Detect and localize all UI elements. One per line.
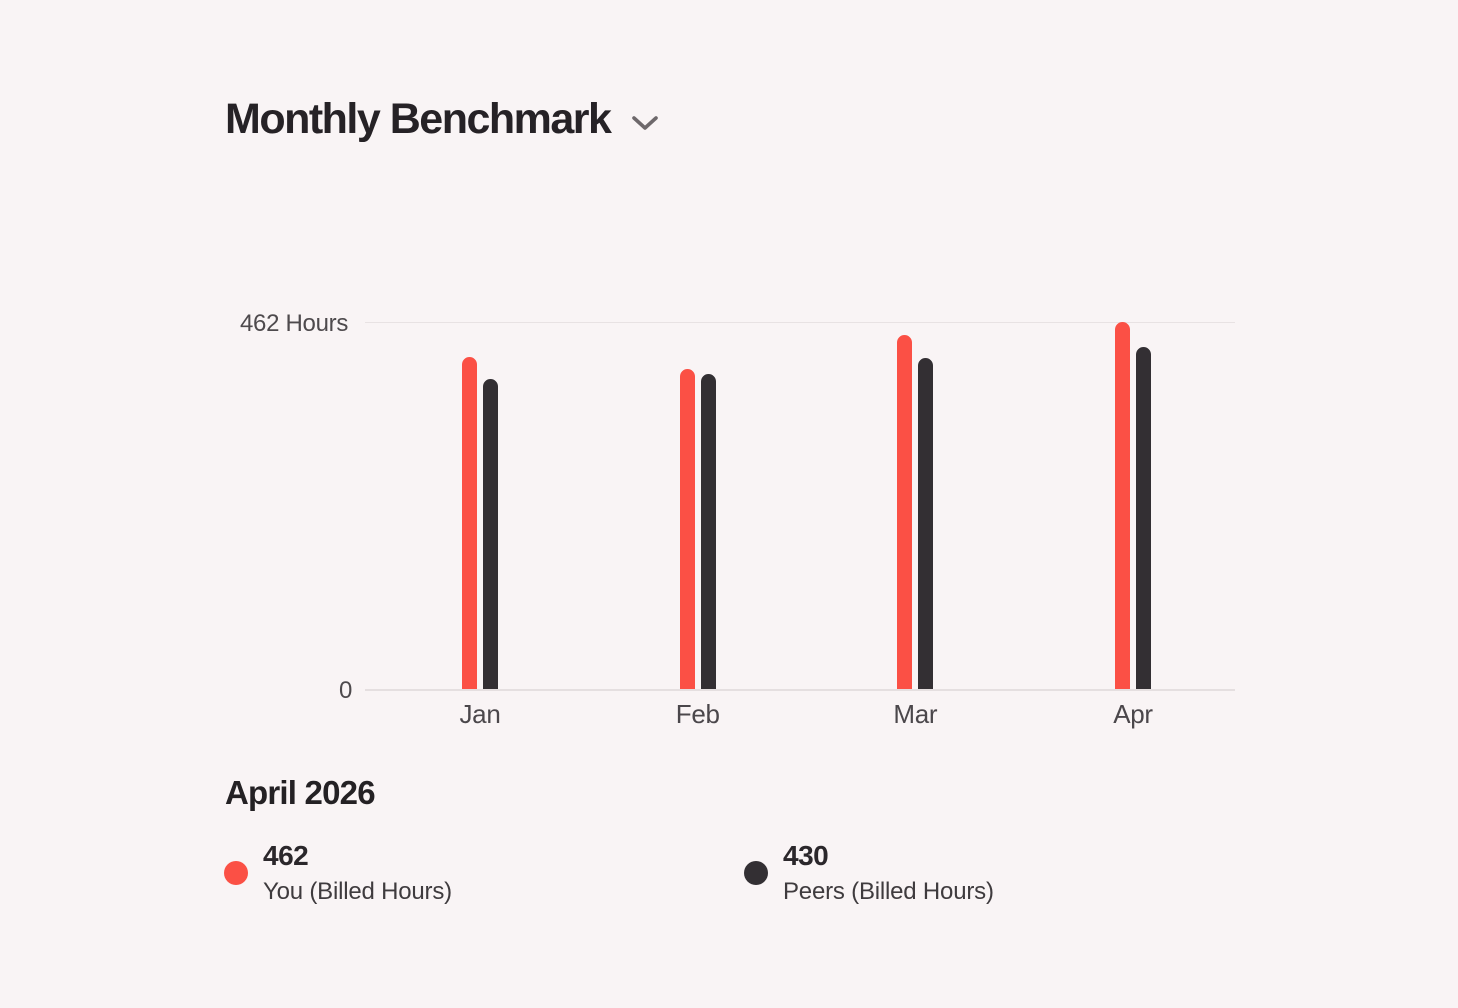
x-tick-label-mar: Mar — [893, 699, 938, 729]
gridline-462 — [365, 322, 1235, 323]
bar-group-jan — [462, 322, 498, 689]
legend-value-peers: 430 — [783, 840, 829, 871]
legend-label-peers: Peers (Billed Hours) — [783, 878, 994, 906]
bar-you-feb[interactable] — [679, 369, 695, 689]
y-axis-zero-label: 0 — [339, 677, 353, 704]
x-axis-baseline — [365, 689, 1235, 691]
x-tick-label-feb: Feb — [675, 699, 720, 729]
legend-label-you: You (Billed Hours) — [263, 878, 452, 906]
legend-item-peers: 430 Peers (Billed Hours) — [744, 840, 994, 906]
bar-group-apr — [1115, 322, 1151, 689]
period-label: April 2026 — [225, 774, 376, 811]
y-axis-max-label: 462 Hours — [240, 310, 349, 337]
legend-dot-you — [224, 861, 248, 885]
bar-peers-apr[interactable] — [1136, 347, 1151, 689]
bar-you-jan[interactable] — [462, 357, 477, 689]
legend-item-you: 462 You (Billed Hours) — [224, 840, 452, 906]
bar-peers-mar[interactable] — [918, 358, 934, 689]
legend-value-you: 462 — [263, 840, 309, 871]
x-tick-label-jan: Jan — [459, 699, 501, 729]
chevron-down-icon — [632, 115, 659, 130]
legend-dot-peers — [744, 861, 768, 885]
x-tick-label-apr: Apr — [1113, 699, 1153, 729]
bar-group-mar — [897, 322, 934, 689]
plot-area: Jan Feb Mar Apr — [365, 322, 1235, 729]
bar-you-apr[interactable] — [1115, 322, 1130, 689]
bar-group-feb — [679, 322, 716, 689]
bar-peers-jan[interactable] — [483, 379, 498, 689]
bar-peers-feb[interactable] — [700, 374, 716, 689]
chart-title-dropdown[interactable]: Monthly Benchmark — [225, 95, 660, 143]
page-title: Monthly Benchmark — [225, 95, 612, 143]
bar-you-mar[interactable] — [897, 335, 913, 689]
